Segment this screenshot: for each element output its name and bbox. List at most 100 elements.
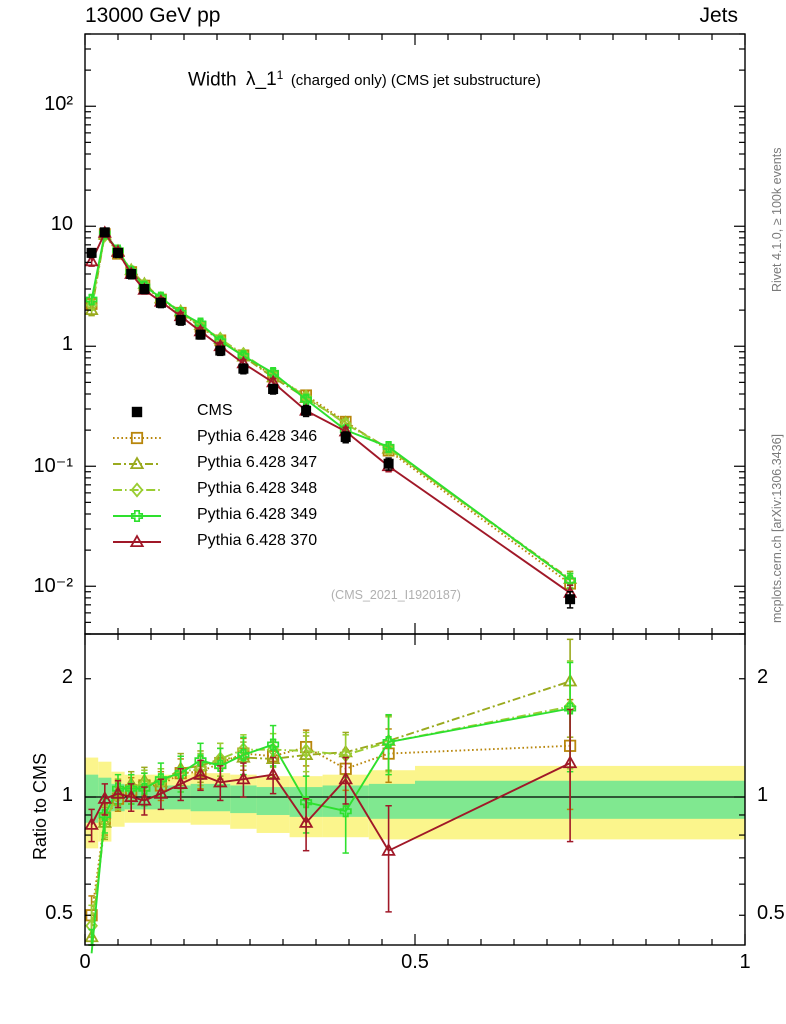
data-marker bbox=[99, 227, 110, 238]
data-marker bbox=[340, 432, 351, 443]
data-marker bbox=[113, 247, 123, 258]
data-marker bbox=[265, 766, 281, 780]
uncertainty-band-inner bbox=[368, 783, 415, 819]
data-marker bbox=[84, 816, 99, 830]
legend-item-pythia-6-428-370[interactable]: Pythia 6.428 370 bbox=[197, 532, 318, 549]
data-marker bbox=[382, 441, 395, 457]
data-marker bbox=[299, 743, 313, 759]
data-marker bbox=[98, 808, 111, 822]
data-marker bbox=[193, 766, 208, 780]
header-right: Jets bbox=[699, 4, 738, 27]
y-tick-label-ratio: 1 bbox=[61, 784, 73, 806]
data-marker bbox=[126, 269, 137, 279]
legend-sample-4 bbox=[113, 509, 161, 523]
series-cms bbox=[86, 227, 576, 609]
y-tick-label-ratio: 2 bbox=[61, 665, 73, 688]
x-tick-label: 0 bbox=[79, 951, 91, 973]
y-tick-label-main: 1 bbox=[61, 333, 73, 356]
analysis-watermark: (CMS_2021_I1920187) bbox=[331, 588, 461, 602]
data-marker bbox=[195, 329, 206, 340]
y-tick-label-main: 10² bbox=[44, 93, 73, 116]
y-tick-label-ratio-right: 1 bbox=[757, 784, 769, 806]
data-marker bbox=[139, 283, 150, 294]
plot-title-superscript: 1 bbox=[276, 68, 284, 82]
data-marker bbox=[110, 785, 126, 799]
data-marker bbox=[175, 315, 186, 326]
data-marker bbox=[565, 594, 576, 605]
data-marker bbox=[338, 771, 353, 785]
x-tick-label: 1 bbox=[739, 951, 751, 973]
legend-sample-5 bbox=[113, 534, 161, 548]
series-pythia-6-428-346 bbox=[85, 228, 576, 593]
legend-item-pythia-6-428-348[interactable]: Pythia 6.428 348 bbox=[197, 480, 318, 497]
data-marker bbox=[382, 736, 395, 749]
data-marker bbox=[301, 405, 312, 416]
data-marker bbox=[300, 796, 313, 809]
data-marker bbox=[298, 814, 314, 828]
data-marker bbox=[129, 456, 145, 470]
data-marker bbox=[382, 441, 395, 453]
series-line bbox=[90, 680, 571, 938]
data-marker bbox=[215, 345, 226, 356]
plot-title-observable: λ_1 bbox=[246, 69, 277, 91]
data-marker bbox=[123, 789, 139, 803]
data-marker bbox=[236, 771, 251, 785]
legend-item-pythia-6-428-347[interactable]: Pythia 6.428 347 bbox=[197, 454, 318, 471]
data-marker bbox=[194, 754, 207, 767]
legend-sample-3 bbox=[113, 482, 161, 498]
data-marker bbox=[131, 406, 143, 418]
data-marker bbox=[383, 458, 394, 469]
series-pythia-6-428-370 bbox=[84, 708, 578, 913]
data-marker bbox=[84, 253, 99, 267]
data-marker bbox=[86, 247, 97, 258]
legend-sample-1 bbox=[113, 431, 161, 445]
data-marker bbox=[237, 748, 250, 761]
data-marker bbox=[300, 393, 312, 406]
data-marker bbox=[137, 792, 152, 806]
legend-item-pythia-6-428-346[interactable]: Pythia 6.428 346 bbox=[197, 428, 318, 445]
y-tick-label-main: 10⁻² bbox=[33, 575, 73, 598]
data-marker bbox=[238, 363, 249, 374]
y-tick-label-main: 10⁻¹ bbox=[33, 455, 73, 478]
data-marker bbox=[268, 384, 279, 395]
legend-item-pythia-6-428-349[interactable]: Pythia 6.428 349 bbox=[197, 506, 318, 523]
x-tick-label: 0.5 bbox=[401, 951, 429, 973]
data-marker bbox=[381, 842, 396, 856]
y-tick-label-ratio-right: 0.5 bbox=[757, 902, 785, 925]
data-marker bbox=[267, 738, 280, 751]
y-tick-label-main: 10 bbox=[50, 213, 73, 236]
data-marker bbox=[130, 431, 144, 445]
y-tick-label-ratio: 0.5 bbox=[45, 902, 73, 925]
plot-title-main: Width bbox=[188, 69, 237, 91]
data-marker bbox=[97, 790, 113, 804]
data-marker bbox=[85, 297, 98, 313]
data-marker bbox=[562, 755, 578, 769]
plot-title-rest: (charged only) (CMS jet substructure) bbox=[290, 72, 541, 90]
data-marker bbox=[154, 773, 167, 786]
data-marker bbox=[130, 509, 144, 523]
data-marker bbox=[155, 297, 166, 308]
uncertainty-band-inner bbox=[415, 780, 745, 819]
uncertainty-band-inner bbox=[85, 774, 99, 823]
data-marker bbox=[213, 774, 228, 788]
data-marker bbox=[339, 805, 352, 818]
plot-title: Width λ_11 (charged only) (CMS jet subst… bbox=[188, 68, 541, 91]
data-marker bbox=[85, 293, 98, 306]
legend-sample-2 bbox=[113, 456, 161, 470]
data-marker bbox=[130, 482, 144, 498]
y-tick-label-ratio-right: 2 bbox=[757, 665, 769, 688]
series-line bbox=[90, 231, 571, 585]
main-panel-frame bbox=[84, 33, 746, 635]
series-line bbox=[90, 231, 571, 582]
data-marker bbox=[173, 776, 188, 789]
data-marker bbox=[564, 702, 577, 715]
data-marker bbox=[129, 534, 145, 548]
data-marker bbox=[153, 785, 169, 799]
header-left: 13000 GeV pp bbox=[85, 4, 221, 27]
legend-sample-0 bbox=[131, 406, 143, 418]
data-marker bbox=[214, 759, 227, 772]
legend-item-cms[interactable]: CMS bbox=[197, 402, 233, 419]
data-marker bbox=[174, 767, 187, 780]
